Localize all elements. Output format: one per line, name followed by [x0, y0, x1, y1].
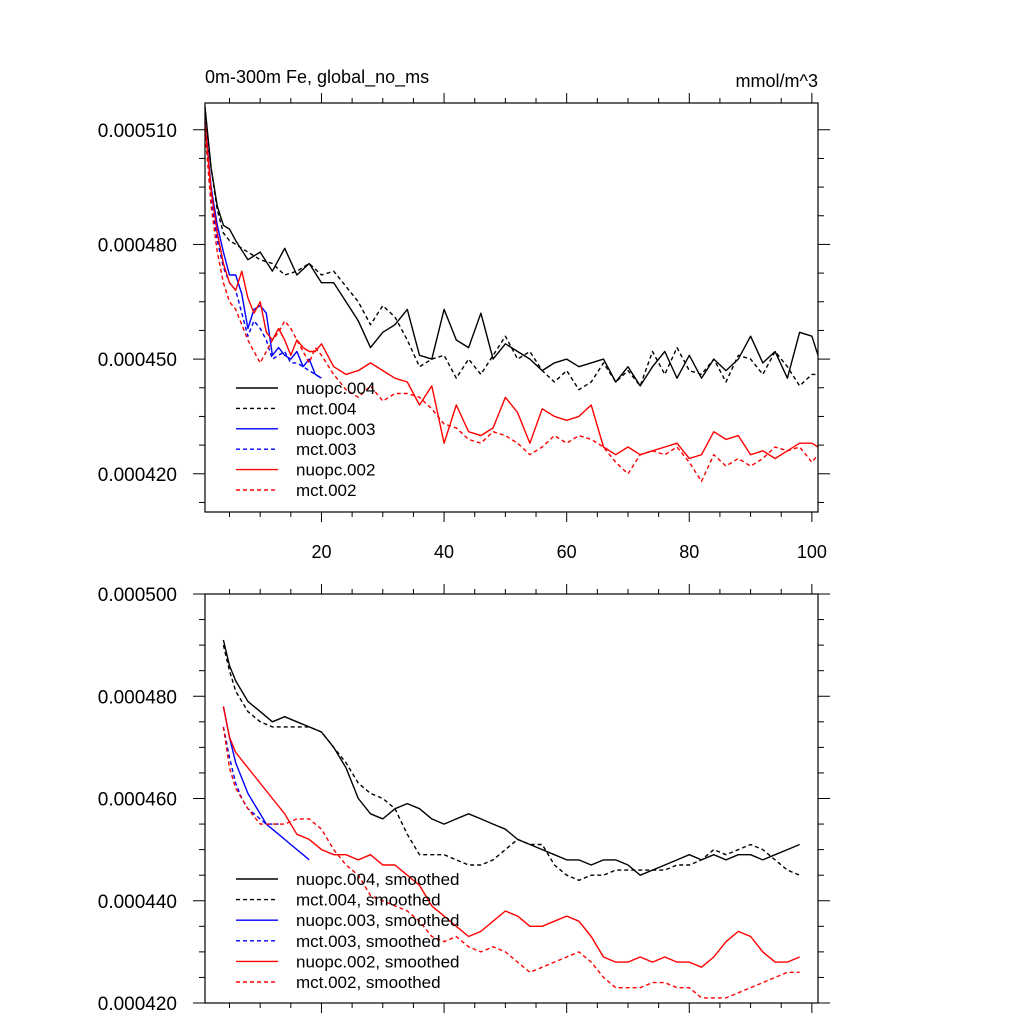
top-x-tick-label: 40 [434, 542, 454, 562]
series-line-nuopc-002 [204, 122, 819, 460]
legend-label-mct-003-smoothed: mct.003, smoothed [296, 932, 441, 951]
legend-label-nuopc-002-smoothed: nuopc.002, smoothed [296, 952, 460, 971]
top-y-tick-label: 0.000450 [98, 350, 177, 371]
bottom-y-tick-label: 0.000440 [98, 892, 177, 913]
legend-label-nuopc-004-smoothed: nuopc.004, smoothed [296, 870, 460, 889]
legend-label-mct-002-smoothed: mct.002, smoothed [296, 973, 441, 992]
top-y-tick-label: 0.000510 [98, 121, 177, 142]
top-chart: 0m-300m Fe, global_no_ms mmol/m^3 20 40 60… [98, 67, 830, 562]
series-line-mct-003 [204, 129, 322, 379]
legend-label-nuopc-004: nuopc.004 [296, 379, 375, 398]
series-line-nuopc-002-smoothed [222, 706, 800, 968]
series-line-nuopc-003 [204, 122, 322, 379]
series-line-mct-002-smoothed [222, 726, 800, 999]
bottom-y-tick-label: 0.000420 [98, 994, 177, 1015]
series-line-mct-004 [204, 114, 818, 391]
top-chart-units: mmol/m^3 [736, 71, 818, 91]
top-y-tick-label: 0.000420 [98, 465, 177, 486]
top-x-tick-label: 20 [311, 542, 331, 562]
series-line-mct-004-smoothed [222, 644, 800, 881]
legend-label-nuopc-003-smoothed: nuopc.003, smoothed [296, 911, 460, 930]
legend-label-mct-004: mct.004 [296, 399, 356, 418]
bottom-y-tick-label: 0.000500 [98, 585, 177, 606]
series-line-nuopc-004 [204, 106, 819, 387]
top-x-tick-label: 60 [557, 542, 577, 562]
series-line-mct-002 [204, 129, 819, 483]
top-chart-title: 0m-300m Fe, global_no_ms [205, 67, 429, 88]
bottom-y-tick-label: 0.000480 [98, 687, 177, 708]
top-x-tick-label: 100 [797, 542, 827, 562]
top-y-tick-label: 0.000480 [98, 235, 177, 256]
bottom-chart: 0.000420 0.000440 0.000460 0.000480 0.000500… [98, 584, 830, 1015]
bottom-y-tick-label: 0.000460 [98, 790, 177, 811]
legend-label-mct-004-smoothed: mct.004, smoothed [296, 891, 441, 910]
legend-label-nuopc-003: nuopc.003 [296, 420, 375, 439]
top-x-tick-label: 80 [679, 542, 699, 562]
top-chart-frame [204, 102, 819, 513]
legend-label-nuopc-002: nuopc.002 [296, 461, 375, 480]
legend-label-mct-003: mct.003 [296, 440, 356, 459]
legend-label-mct-002: mct.002 [296, 481, 356, 500]
